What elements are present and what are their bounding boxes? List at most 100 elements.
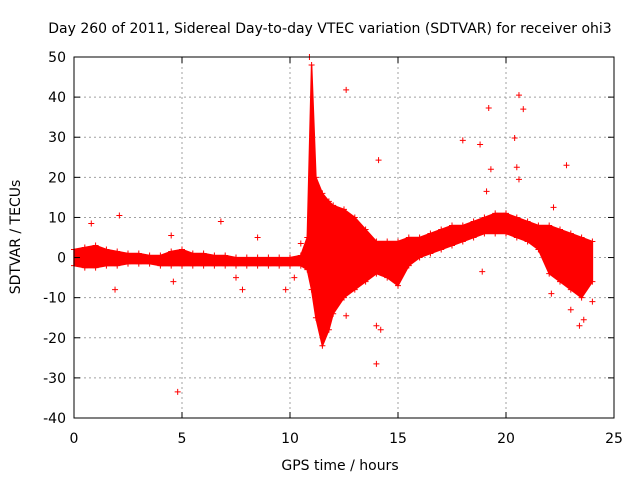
- outlier-point: [483, 188, 490, 195]
- data-point: [513, 214, 520, 221]
- outlier-point: [373, 360, 380, 367]
- data-point: [416, 254, 423, 261]
- data-point: [211, 252, 218, 259]
- data-point: [325, 326, 332, 333]
- outlier-point: [112, 286, 119, 293]
- outlier-point: [343, 86, 350, 93]
- outlier-point: [485, 104, 492, 111]
- data-point: [567, 286, 574, 293]
- data-point: [535, 222, 542, 229]
- data-point: [470, 234, 477, 241]
- data-point: [459, 222, 466, 229]
- data-point: [427, 230, 434, 237]
- y-tick-label: 0: [57, 251, 66, 267]
- outlier-point: [479, 268, 486, 275]
- outlier-point: [373, 322, 380, 329]
- y-tick-label: 50: [48, 50, 66, 66]
- data-point: [168, 248, 175, 255]
- data-point: [189, 262, 196, 269]
- data-point: [438, 226, 445, 233]
- outlier-point: [576, 322, 583, 329]
- data-point: [312, 174, 319, 181]
- data-point: [222, 262, 229, 269]
- data-point: [308, 286, 315, 293]
- data-point: [492, 230, 499, 237]
- data-point: [362, 226, 369, 233]
- data-point: [200, 250, 207, 257]
- outlier-point: [563, 162, 570, 169]
- data-point: [157, 252, 164, 259]
- data-point: [330, 310, 337, 317]
- data-point: [557, 278, 563, 285]
- data-point: [557, 226, 563, 233]
- y-tick-label: 20: [48, 170, 66, 186]
- data-point: [276, 262, 283, 269]
- y-tick-label: 10: [48, 210, 66, 226]
- x-tick-label: 0: [70, 431, 79, 447]
- data-point: [243, 254, 250, 261]
- data-point: [276, 254, 283, 261]
- data-point: [503, 210, 509, 217]
- outlier-point: [515, 176, 522, 183]
- data-point: [265, 262, 272, 269]
- data-point: [567, 230, 574, 237]
- data-point: [189, 250, 196, 257]
- outlier-point: [282, 286, 289, 293]
- data-point: [297, 262, 304, 269]
- outlier-point: [589, 298, 596, 305]
- data-point: [481, 214, 488, 221]
- y-tick-label: 30: [48, 130, 66, 146]
- data-point: [297, 252, 304, 259]
- outlier-point: [116, 212, 123, 219]
- data-point: [81, 264, 88, 271]
- data-point: [287, 262, 293, 269]
- data-point: [254, 262, 261, 269]
- data-point: [395, 282, 401, 289]
- outlier-point: [377, 326, 384, 333]
- tick-labels: 0 5 10 15 20 25 -40 -30 -20 -10 0 10 20 30 40 50: [43, 50, 623, 447]
- data-point: [449, 242, 455, 249]
- data-point: [492, 210, 499, 217]
- data-point: [304, 234, 311, 241]
- x-axis-label: GPS time / hours: [281, 458, 398, 474]
- data-point: [125, 250, 131, 257]
- data-point: [384, 274, 391, 281]
- data-point: [513, 234, 520, 241]
- data-point: [384, 238, 391, 245]
- data-point: [81, 244, 88, 251]
- y-tick-label: 40: [48, 90, 66, 106]
- x-tick-label: 5: [178, 431, 187, 447]
- data-point: [103, 262, 110, 269]
- data-point: [254, 254, 261, 261]
- data-point: [351, 214, 358, 221]
- data-layer: [71, 54, 596, 395]
- plot-frame: [73, 56, 615, 419]
- data-point: [312, 314, 319, 321]
- data-point: [449, 222, 455, 229]
- outlier-point: [459, 137, 466, 144]
- data-point: [330, 202, 337, 209]
- outlier-point: [254, 234, 261, 241]
- data-point: [200, 262, 207, 269]
- data-point: [222, 252, 229, 259]
- data-point: [341, 206, 347, 213]
- data-point: [233, 262, 239, 269]
- data-point: [243, 262, 250, 269]
- data-point: [146, 252, 153, 259]
- data-point: [405, 234, 412, 241]
- data-point: [546, 222, 553, 229]
- data-point: [395, 238, 401, 245]
- outlier-point: [174, 388, 181, 395]
- outlier-point: [548, 290, 555, 297]
- data-point: [373, 270, 380, 277]
- data-point: [135, 260, 142, 267]
- data-point: [373, 238, 380, 245]
- data-point: [265, 254, 272, 261]
- x-tick-label: 10: [281, 431, 299, 447]
- outlier-point: [375, 157, 382, 164]
- data-point: [503, 230, 509, 237]
- y-axis-label: SDTVAR / TECUs: [8, 180, 24, 295]
- data-point: [92, 264, 99, 271]
- data-point: [146, 260, 153, 267]
